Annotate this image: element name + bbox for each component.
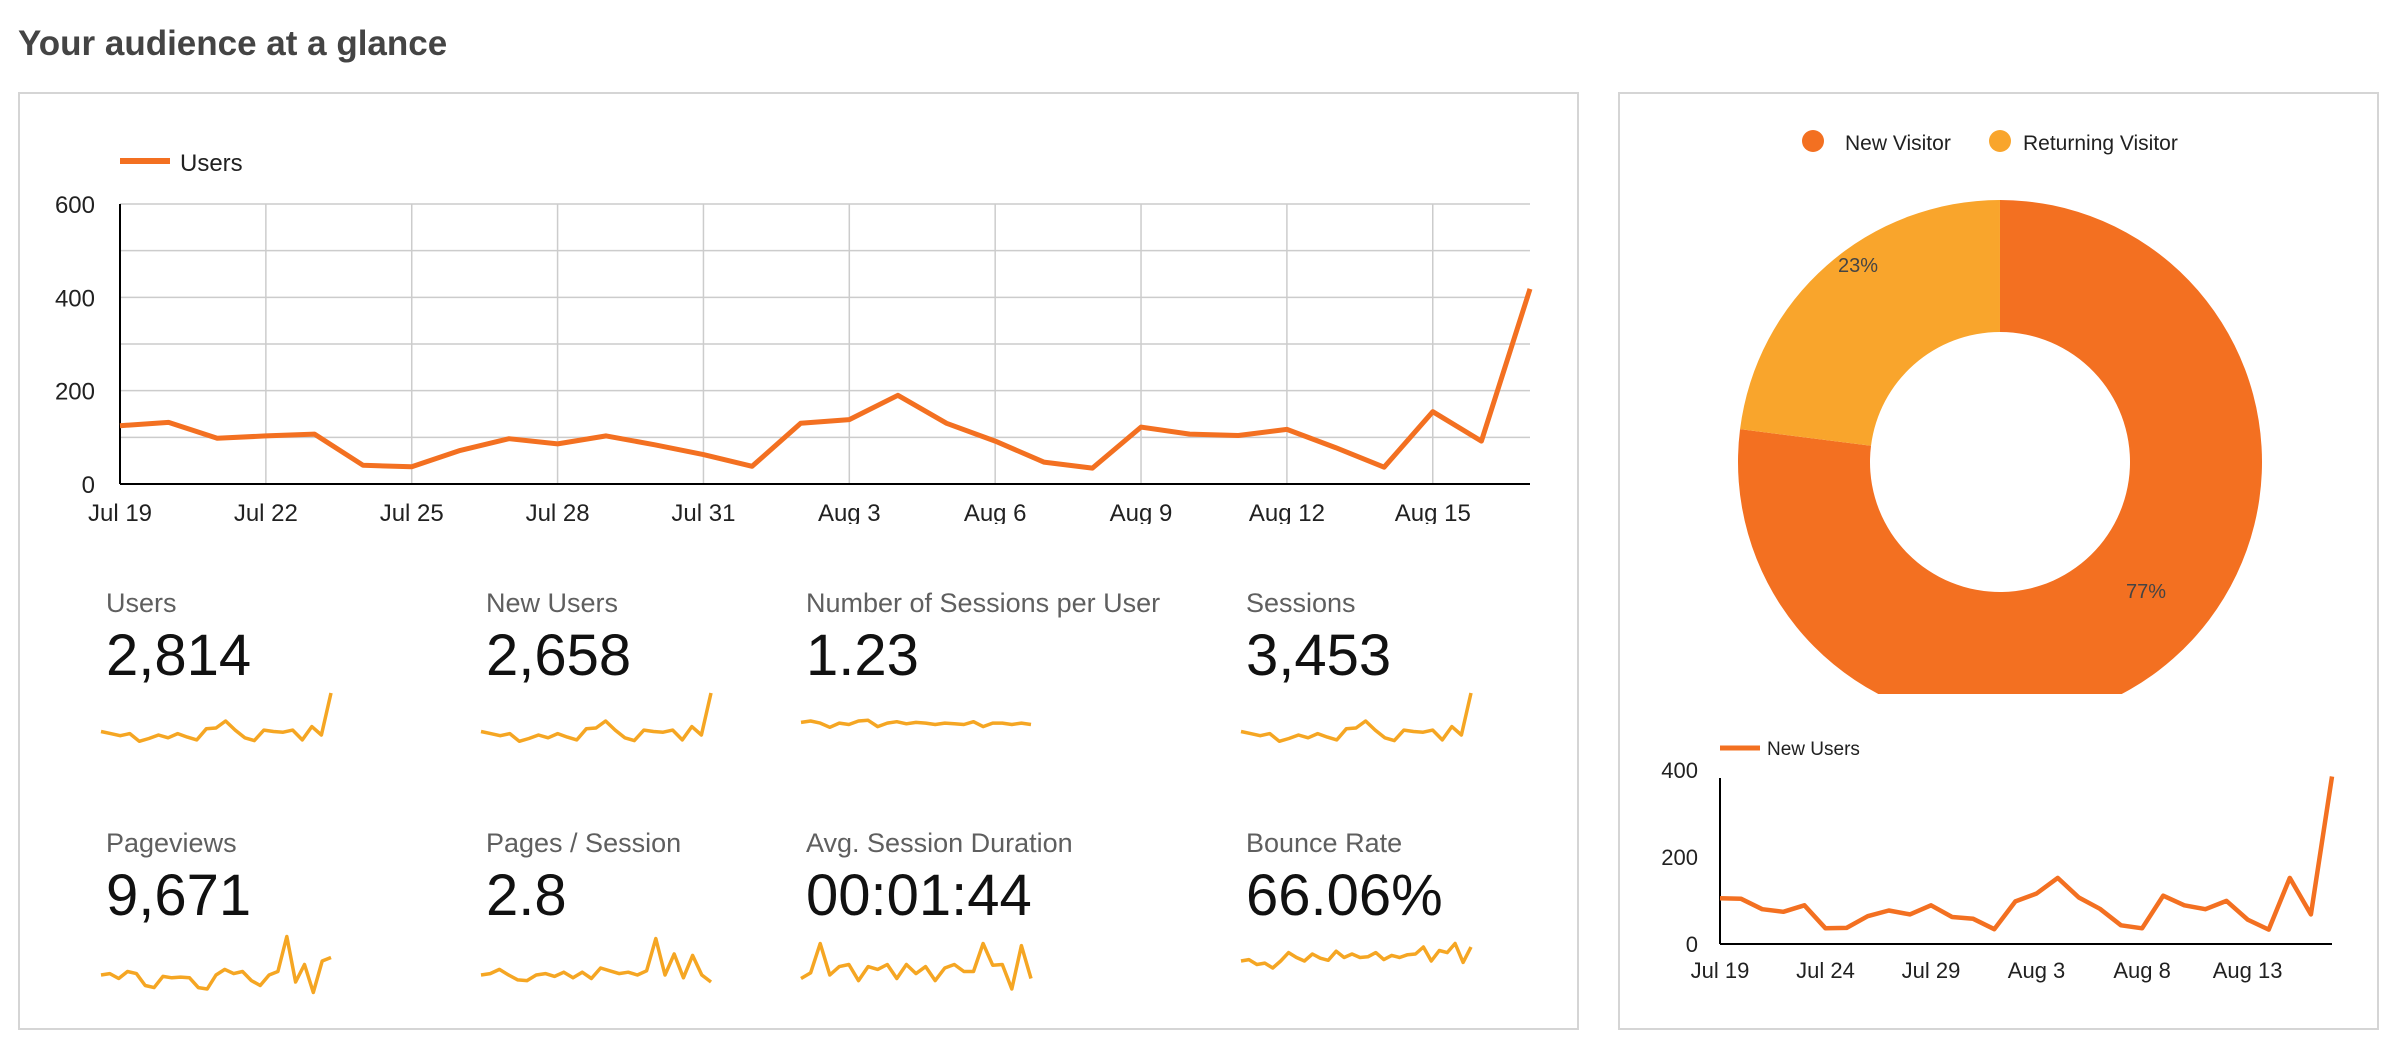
users-series-line [119,288,1533,471]
users-chart-y-axis: 600 400 200 0 [55,192,95,499]
x-tick-label: Aug 12 [1249,500,1325,524]
new-users-series-line [1719,776,2335,932]
metric-label: Pages / Session [486,828,682,858]
new-users-x-axis: Jul 19 Jul 24 Jul 29 Aug 3 Aug 8 Aug 13 [1691,958,2283,983]
donut-slice-returning-visitor [1740,200,2000,446]
y-tick-label: 0 [1686,932,1698,957]
metric-label: Pageviews [106,828,237,858]
y-tick-label: 400 [55,285,95,312]
metric-sparkline [800,941,1033,991]
y-tick-label: 0 [82,472,95,499]
page-title: Your audience at a glance [18,24,448,63]
metric-sparkline [480,936,713,984]
x-tick-label: Jul 31 [671,500,735,524]
metric-value: 2,814 [106,623,252,688]
metric-sparkline [1240,941,1473,970]
metric-new-users[interactable]: New Users 2,658 [480,588,866,818]
donut-slice-new-visitor [1738,200,2262,694]
metric-label: Avg. Session Duration [806,828,1073,858]
x-tick-label: Jul 29 [1902,958,1961,983]
new-users-line-chart[interactable]: New Users 400 200 0 Jul 19 Jul 24 Jul 29 Aug … [1620,690,2377,1030]
x-tick-label: Jul 19 [1691,958,1750,983]
metric-value: 1.23 [806,623,919,688]
x-tick-label: Jul 28 [526,500,590,524]
legend-dot-returning-visitor [1989,130,2011,152]
metric-sparkline [800,718,1032,730]
sparkline-path [480,936,713,984]
sparkline-path [800,718,1032,730]
y-tick-label: 200 [1661,845,1698,870]
x-tick-label: Aug 3 [818,500,881,524]
sparkline-path [480,692,713,744]
metric-sparkline [1240,692,1473,744]
x-tick-label: Aug 9 [1110,500,1173,524]
metric-value: 66.06% [1246,863,1443,928]
new-users-y-axis: 400 200 0 [1661,758,1698,957]
donut-label-returning-visitor: 23% [1838,255,1878,277]
y-tick-label: 200 [55,379,95,406]
legend-dot-new-visitor [1802,130,1824,152]
metric-bounce-rate[interactable]: Bounce Rate 66.06% [1240,828,1626,1058]
x-tick-label: Jul 19 [88,500,152,524]
sparkline-path [1240,941,1473,970]
donut-label-new-visitor: 77% [2126,581,2166,603]
x-tick-label: Jul 25 [380,500,444,524]
metric-sessions[interactable]: Sessions 3,453 [1240,588,1626,818]
x-tick-label: Aug 8 [2113,958,2171,983]
metric-sessions-per-user[interactable]: Number of Sessions per User 1.23 [800,588,1186,818]
legend-label-returning-visitor: Returning Visitor [2023,132,2178,155]
x-tick-label: Aug 15 [1395,500,1471,524]
metric-pageviews[interactable]: Pageviews 9,671 [100,828,486,1058]
legend-label-users: Users [180,150,243,177]
legend-label-new-users: New Users [1767,739,1860,760]
sparkline-path [100,692,333,744]
metric-value: 9,671 [106,863,252,928]
users-chart-grid [120,203,1530,484]
sparkline-path [800,941,1033,991]
metric-value: 2.8 [486,863,567,928]
sparkline-path [100,934,332,995]
users-line-chart[interactable]: Users 600 400 200 0 Jul 19 Jul 22 Jul 25 Jul 2… [20,94,1577,524]
metric-value: 2,658 [486,623,632,688]
visitor-type-panel: New Visitor Returning Visitor 77% 23% Ne… [1618,92,2379,1030]
metric-sparkline [480,692,713,744]
metric-sparkline [100,934,332,995]
audience-overview-panel: Users 600 400 200 0 Jul 19 Jul 22 Jul 25 Jul 2… [18,92,1579,1030]
legend-label-new-visitor: New Visitor [1845,132,1951,155]
y-tick-label: 600 [55,192,95,219]
metric-label: Bounce Rate [1246,828,1403,858]
metric-users[interactable]: Users 2,814 [100,588,486,818]
metric-avg-session-duration[interactable]: Avg. Session Duration 00:01:44 [800,828,1186,1058]
x-tick-label: Aug 3 [2008,958,2066,983]
x-tick-label: Jul 22 [234,500,298,524]
metric-pages-per-session[interactable]: Pages / Session 2.8 [480,828,866,1058]
y-tick-label: 400 [1661,758,1698,783]
x-tick-label: Aug 13 [2213,958,2283,983]
metric-value: 00:01:44 [806,863,1032,928]
x-tick-label: Jul 24 [1796,958,1855,983]
sparkline-path [1240,692,1473,744]
users-chart-x-axis: Jul 19 Jul 22 Jul 25 Jul 28 Jul 31 Aug 3 Aug 6… [88,500,1471,524]
metric-label: New Users [486,588,619,618]
metric-value: 3,453 [1246,623,1392,688]
visitor-donut-chart[interactable]: New Visitor Returning Visitor 77% 23% [1620,94,2377,694]
metric-label: Sessions [1246,588,1356,618]
x-tick-label: Aug 6 [964,500,1027,524]
metric-sparkline [100,692,333,744]
metric-label: Users [106,588,177,618]
metric-label: Number of Sessions per User [806,588,1161,618]
